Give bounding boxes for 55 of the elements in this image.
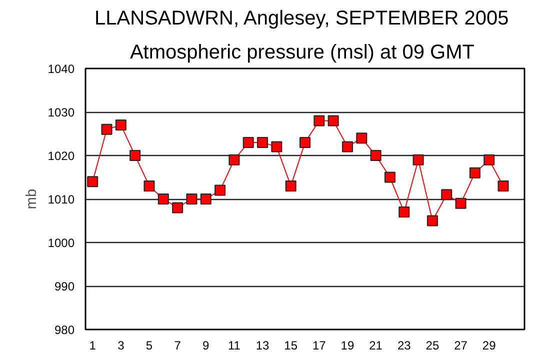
point	[158, 194, 169, 204]
y-tick-label: 980	[54, 323, 75, 337]
y-tick-label: 1000	[48, 236, 75, 250]
y-axis-title: mb	[24, 188, 40, 210]
x-tick-label: 25	[426, 338, 440, 352]
point	[314, 115, 325, 126]
point	[257, 136, 268, 148]
point	[441, 189, 452, 200]
point	[214, 184, 226, 196]
point	[186, 194, 198, 204]
chart-subtitle: Atmospheric pressure (msl) at 09 GMT	[130, 42, 474, 64]
point	[398, 206, 410, 218]
point	[356, 132, 368, 144]
point	[101, 124, 112, 135]
point	[87, 176, 98, 188]
y-tick-label: 1040	[48, 62, 75, 76]
x-tick-label: 15	[284, 338, 298, 352]
point	[469, 167, 480, 178]
point	[342, 141, 353, 152]
point	[498, 180, 509, 192]
x-tick-label: 13	[256, 338, 270, 352]
x-tick-label: 1	[89, 338, 96, 352]
point	[130, 150, 141, 161]
point	[300, 136, 310, 148]
point	[144, 180, 155, 192]
chart-title: LLANSADWRN, Anglesey, SEPTEMBER 2005	[94, 8, 509, 30]
point	[484, 154, 495, 166]
y-tick-label: 1010	[48, 192, 75, 206]
y-tick-label: 1020	[48, 149, 75, 163]
point	[370, 150, 382, 161]
x-tick-label: 21	[369, 338, 383, 352]
point	[328, 115, 339, 126]
point	[242, 136, 254, 148]
point	[455, 198, 466, 209]
x-tick-label: 3	[118, 338, 125, 352]
x-tick-label: 29	[482, 338, 496, 352]
point	[228, 154, 240, 166]
x-tick-label: 19	[340, 338, 354, 352]
y-tick-label: 990	[54, 280, 75, 294]
point	[426, 215, 438, 226]
x-tick-label: 23	[397, 338, 412, 352]
x-tick-label: 5	[146, 338, 153, 352]
x-tick-label: 7	[174, 338, 182, 352]
y-tick-label: 1030	[48, 106, 75, 120]
x-tick-label: 17	[312, 338, 326, 352]
x-tick-label: 11	[228, 338, 241, 352]
point	[172, 202, 184, 214]
point	[412, 154, 424, 166]
point	[285, 180, 296, 192]
x-tick-label: 9	[202, 338, 210, 352]
point	[200, 194, 212, 204]
point	[115, 120, 126, 131]
point	[384, 172, 396, 183]
x-tick-label: 27	[454, 338, 468, 352]
point	[271, 141, 282, 152]
